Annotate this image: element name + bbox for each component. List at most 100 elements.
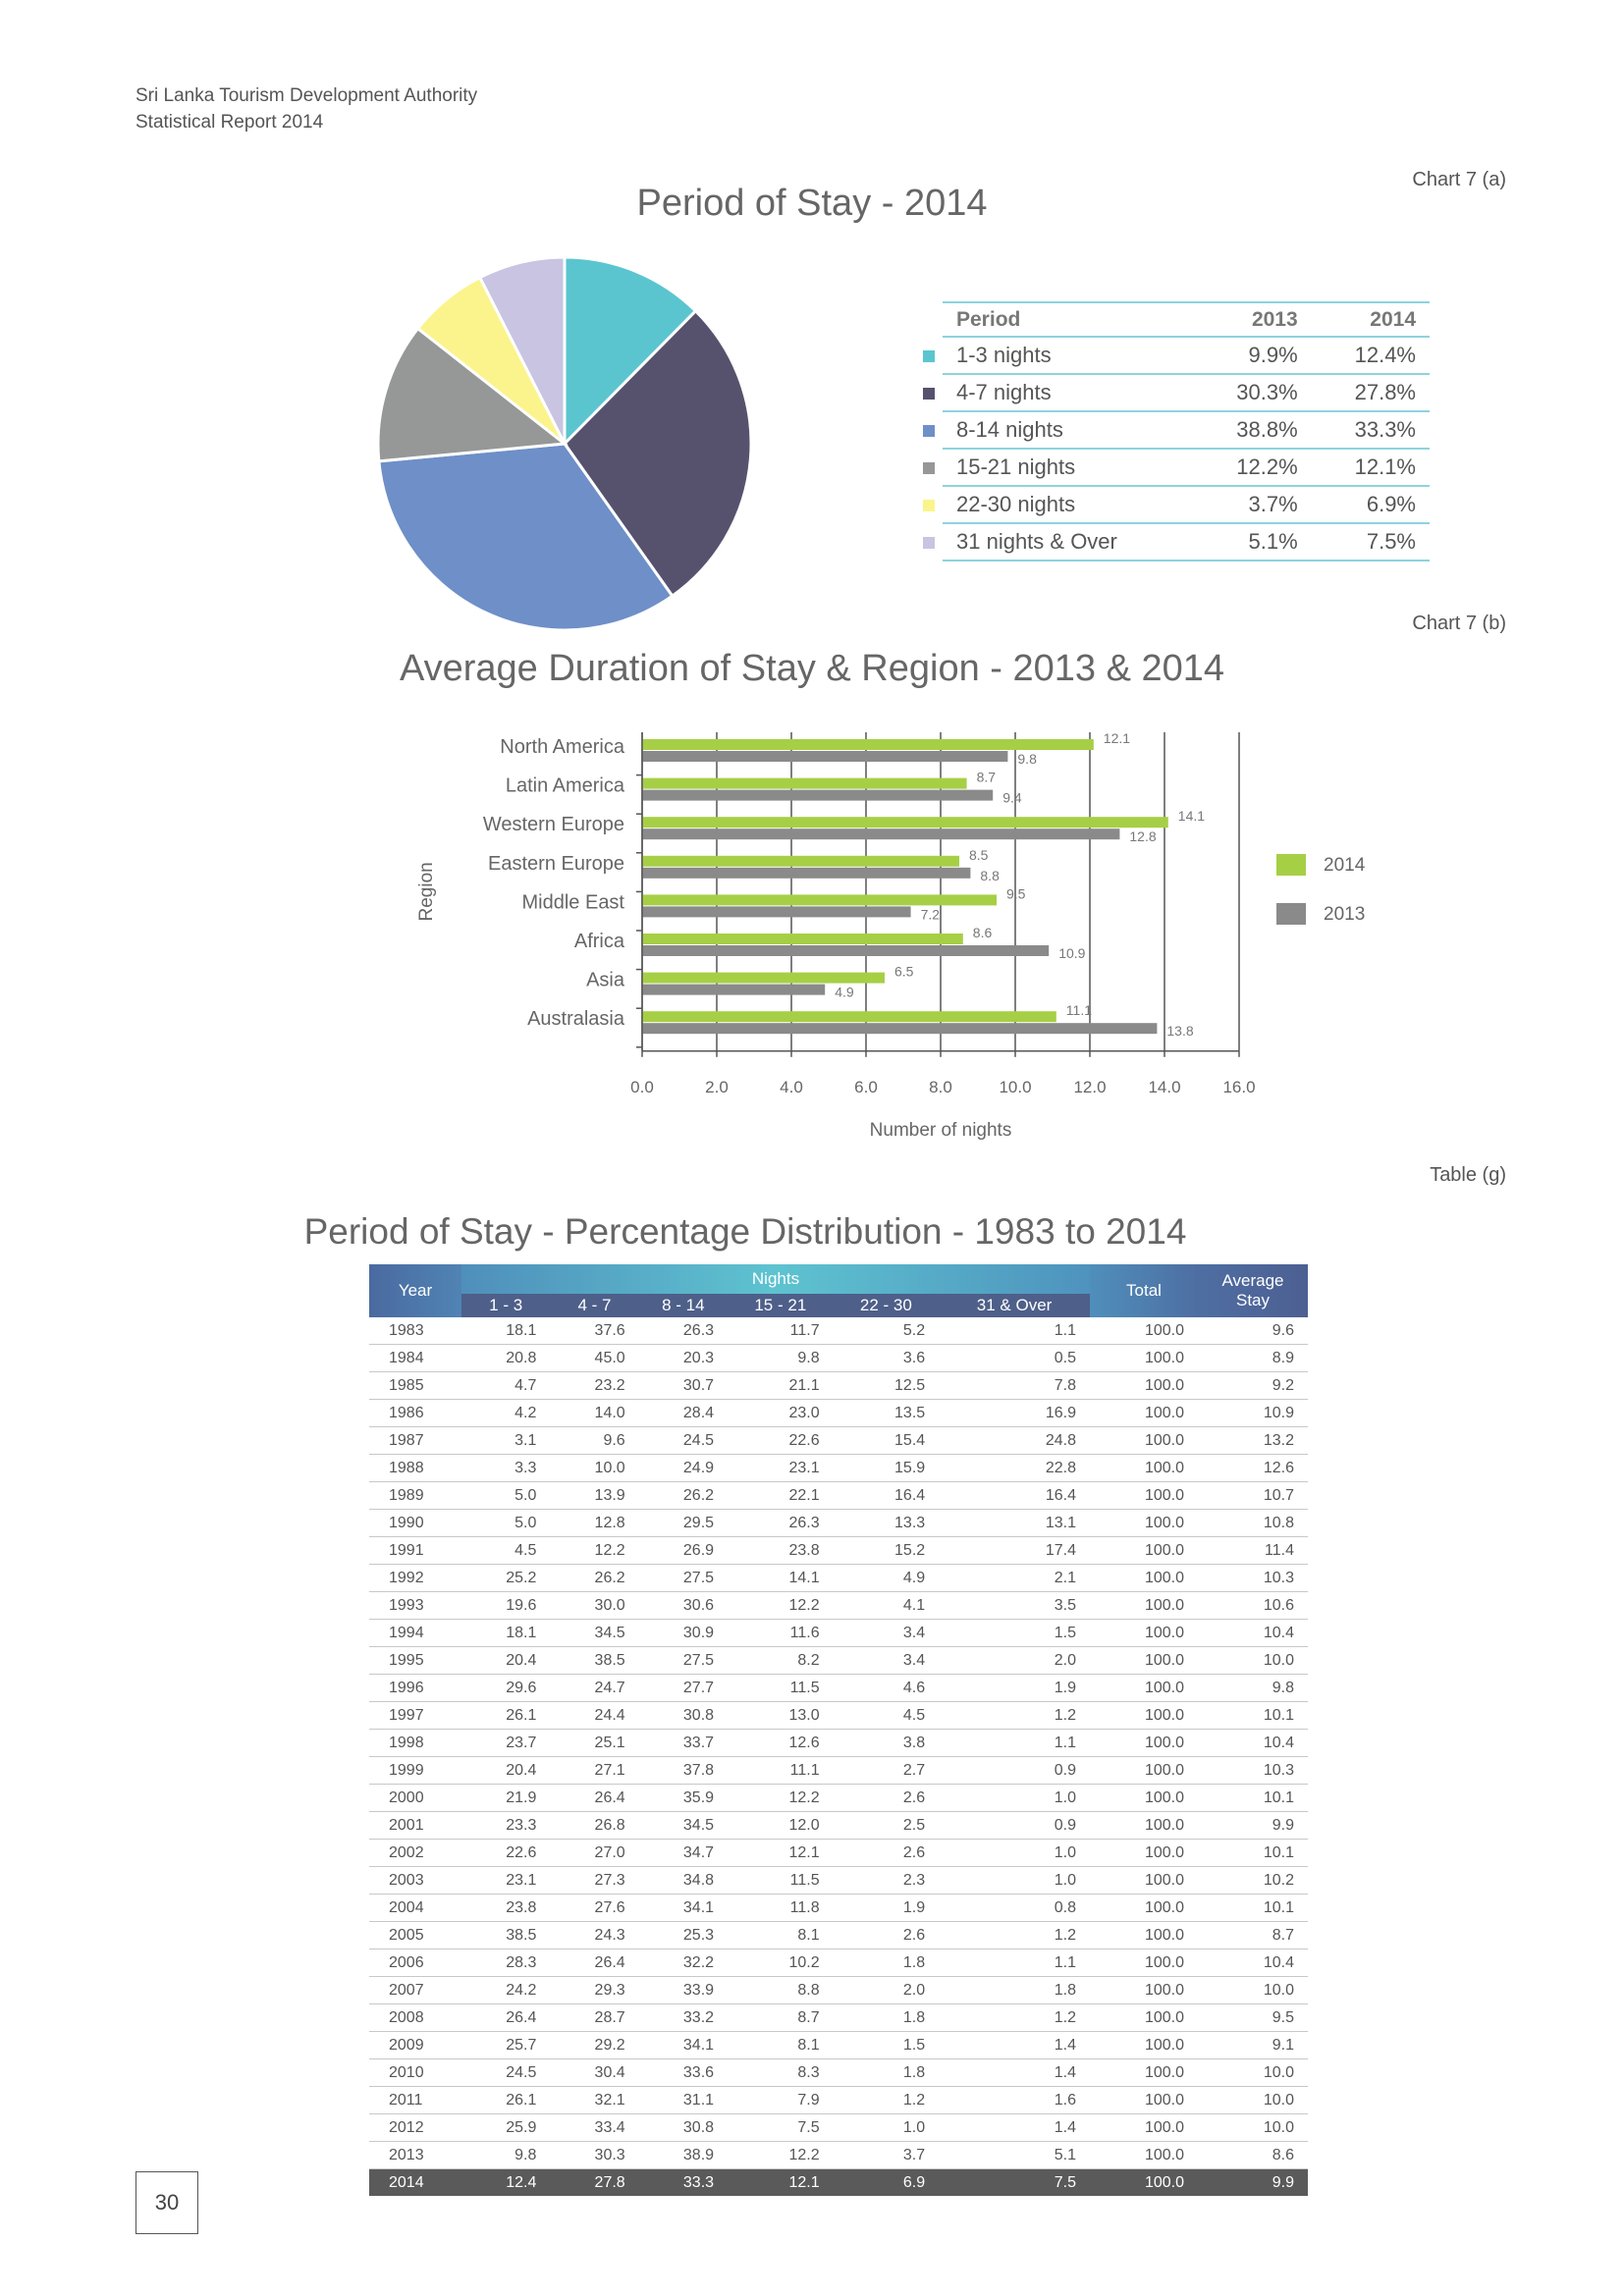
table-cell: 22.8 (939, 1454, 1090, 1482)
table-row: 1999 20.4 27.1 37.8 11.1 2.7 0.9 100.0 10.3 (369, 1756, 1308, 1785)
table-cell: 1.9 (833, 1894, 940, 1922)
table-cell: 19.6 (461, 1591, 551, 1620)
table-cell: 9.2 (1198, 1371, 1308, 1400)
legend-value-2014: 7.5% (1311, 523, 1430, 561)
table-row: 1986 4.2 14.0 28.4 23.0 13.5 16.9 100.0 10.9 (369, 1399, 1308, 1427)
table-cell: 4.1 (833, 1591, 940, 1620)
legend-period: 8-14 nights (943, 411, 1194, 450)
x-tick-label: 4.0 (780, 1078, 803, 1096)
x-tick-label: 8.0 (929, 1078, 952, 1096)
table-cell: 8.9 (1198, 1344, 1308, 1372)
legend-value-2014: 12.4% (1311, 337, 1430, 375)
col-header-nights: 4 - 7 (550, 1294, 639, 1317)
tableg-title: Period of Stay - Percentage Distribution… (303, 1211, 1187, 1252)
y-tick-label: Western Europe (483, 814, 624, 835)
table-cell: 10.0 (1198, 2058, 1308, 2087)
table-cell: 100.0 (1090, 1536, 1198, 1565)
legend-period: 15-21 nights (943, 449, 1194, 487)
table-cell: 100.0 (1090, 1921, 1198, 1949)
table-cell: 5.0 (461, 1509, 551, 1537)
chart7b-title: Average Duration of Stay & Region - 2013… (399, 648, 1225, 689)
table-cell: 10.0 (1198, 1976, 1308, 2004)
table-row: 1995 20.4 38.5 27.5 8.2 3.4 2.0 100.0 10.0 (369, 1646, 1308, 1675)
legend-swatch (923, 374, 943, 411)
table-cell: 26.3 (728, 1509, 834, 1537)
x-tick-label: 16.0 (1222, 1078, 1255, 1096)
table-cell: 3.8 (833, 1729, 940, 1757)
legend-value-2013: 3.7% (1193, 486, 1312, 524)
table-cell: 30.6 (638, 1591, 729, 1620)
col-avg-header: Average Stay (1198, 1264, 1308, 1317)
bar-2013 (642, 789, 994, 801)
data-label: 8.6 (973, 925, 993, 940)
table-cell: 1.0 (939, 1839, 1090, 1867)
table-cell: 10.1 (1198, 1784, 1308, 1812)
table-cell: 11.8 (728, 1894, 834, 1922)
table-cell: 8.8 (728, 1976, 834, 2004)
cell-year: 1986 (369, 1399, 461, 1427)
cell-year: 1998 (369, 1729, 461, 1757)
pie-slice-1 (563, 308, 753, 599)
cell-year: 1988 (369, 1454, 461, 1482)
table-row: 2002 22.6 27.0 34.7 12.1 2.6 1.0 100.0 10.1 (369, 1839, 1308, 1867)
table-cell: 4.5 (833, 1701, 940, 1730)
table-cell: 12.1 (728, 2168, 834, 2196)
table-cell: 10.9 (1198, 1399, 1308, 1427)
col-header-nights: 1 - 3 (461, 1294, 551, 1317)
x-tick-label: 2.0 (705, 1078, 729, 1096)
legend-value-2013: 30.3% (1193, 374, 1312, 412)
table-cell: 27.5 (638, 1646, 729, 1675)
table-cell: 0.8 (939, 1894, 1090, 1922)
legend-value-2014: 6.9% (1311, 486, 1430, 524)
x-axis-title: Number of nights (870, 1120, 1012, 1141)
table-cell: 27.5 (638, 1564, 729, 1592)
legend-value-2014: 12.1% (1311, 449, 1430, 487)
legend-header-2014: 2014 (1311, 301, 1430, 338)
table-cell: 7.5 (728, 2113, 834, 2142)
table-cell: 1.9 (939, 1674, 1090, 1702)
table-cell: 13.9 (550, 1481, 639, 1510)
page-number: 30 (135, 2171, 198, 2234)
table-row: 2001 23.3 26.8 34.5 12.0 2.5 0.9 100.0 9.9 (369, 1811, 1308, 1840)
legend-period: 1-3 nights (943, 337, 1194, 375)
table-cell: 8.3 (728, 2058, 834, 2087)
table-cell: 27.1 (550, 1756, 639, 1785)
table-cell: 27.7 (638, 1674, 729, 1702)
col-header-nights: 8 - 14 (638, 1294, 729, 1317)
table-cell: 1.4 (939, 2058, 1090, 2087)
table-cell: 34.1 (638, 2031, 729, 2059)
cell-year: 1985 (369, 1371, 461, 1400)
cell-year: 2013 (369, 2141, 461, 2169)
table-cell: 3.6 (833, 1344, 940, 1372)
table-cell: 24.2 (461, 1976, 551, 2004)
table-cell: 100.0 (1090, 1564, 1198, 1592)
table-cell: 28.7 (550, 2003, 639, 2032)
table-row: 2010 24.5 30.4 33.6 8.3 1.8 1.4 100.0 10.0 (369, 2058, 1308, 2087)
table-cell: 1.4 (939, 2031, 1090, 2059)
legend-row: 15-21 nights 12.2% 12.1% (923, 449, 1430, 487)
chart7b-label: Chart 7 (b) (1412, 613, 1506, 634)
table-cell: 5.1 (939, 2141, 1090, 2169)
table-cell: 30.8 (638, 1701, 729, 1730)
table-cell: 23.1 (728, 1454, 834, 1482)
table-cell: 13.2 (1198, 1426, 1308, 1455)
table-cell: 3.7 (833, 2141, 940, 2169)
header-report: Statistical Report 2014 (135, 112, 324, 133)
table-cell: 5.0 (461, 1481, 551, 1510)
pie-slice-0 (563, 255, 698, 448)
bar-2014 (642, 855, 959, 867)
table-cell: 100.0 (1090, 2141, 1198, 2169)
table-cell: 23.0 (728, 1399, 834, 1427)
table-row: 2003 23.1 27.3 34.8 11.5 2.3 1.0 100.0 10.2 (369, 1866, 1308, 1895)
table-cell: 18.1 (461, 1317, 551, 1345)
table-cell: 29.3 (550, 1976, 639, 2004)
table-cell: 11.5 (728, 1866, 834, 1895)
col-header-nights: 15 - 21 (728, 1294, 834, 1317)
table-row: 1985 4.7 23.2 30.7 21.1 12.5 7.8 100.0 9.2 (369, 1371, 1308, 1400)
table-cell: 13.1 (939, 1509, 1090, 1537)
table-cell: 8.2 (728, 1646, 834, 1675)
table-cell: 21.9 (461, 1784, 551, 1812)
table-cell: 2.7 (833, 1756, 940, 1785)
legend-value-2014: 27.8% (1311, 374, 1430, 412)
table-cell: 15.9 (833, 1454, 940, 1482)
